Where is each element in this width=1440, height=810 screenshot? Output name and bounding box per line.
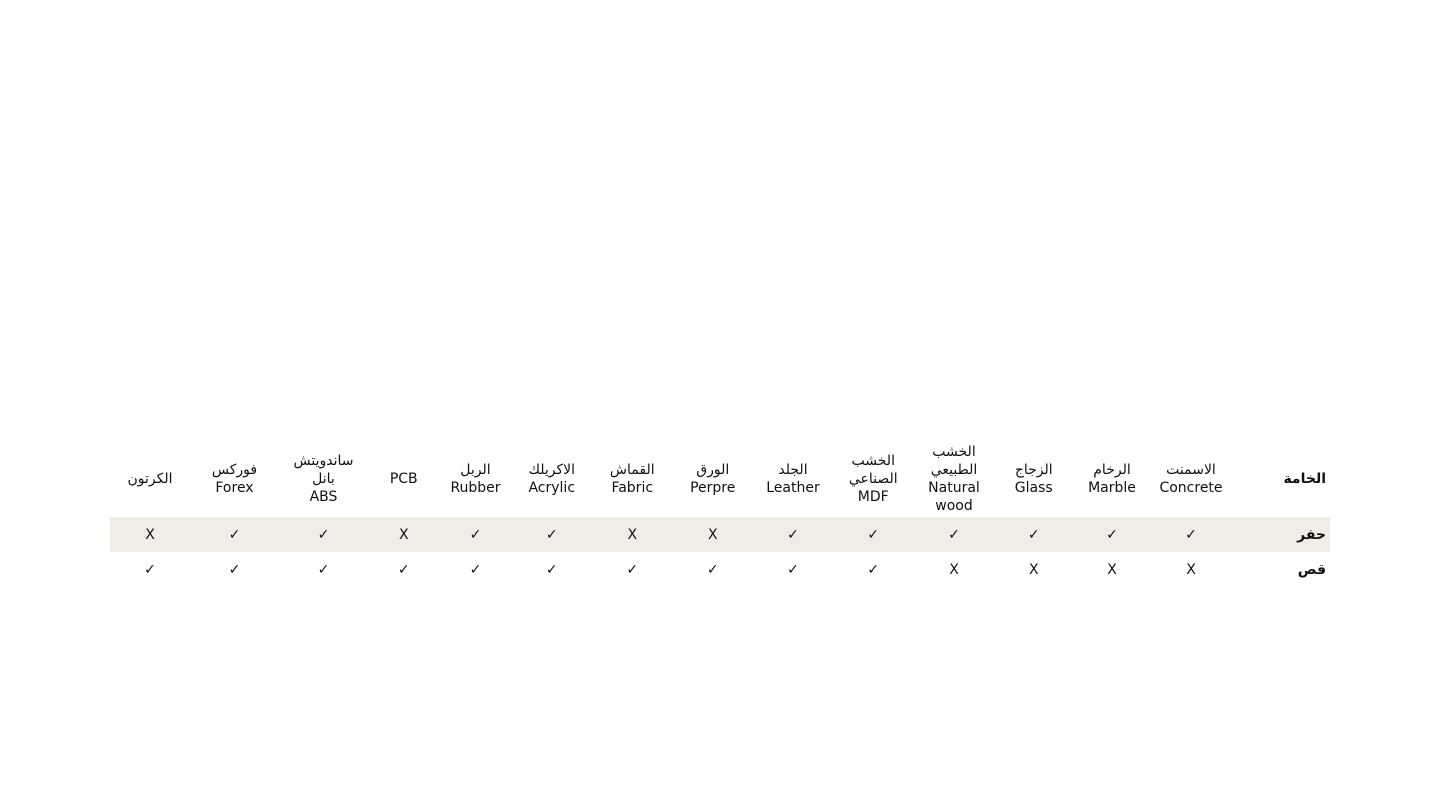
header-text: الخشب الطبيعي — [930, 443, 978, 478]
column-header: القماش Fabric — [592, 440, 673, 517]
cell: ✓ — [228, 561, 241, 578]
cell: ✓ — [190, 517, 279, 552]
header-text: الاكريلك — [528, 461, 576, 478]
header-text: الربل — [460, 461, 491, 478]
header-text: الاسمنت — [1166, 461, 1216, 478]
header-text: Leather — [766, 479, 820, 496]
cell: ✓ — [833, 517, 914, 552]
column-header: الكرتون — [110, 440, 190, 517]
column-header: الزجاج Glass — [995, 440, 1074, 517]
cell: ✓ — [994, 517, 1073, 552]
header-text: Fabric — [611, 479, 654, 496]
header-text: MDF — [857, 488, 889, 505]
header-text: فوركس — [211, 461, 258, 478]
column-header: الجلد Leather — [753, 440, 833, 517]
cell: ✓ — [469, 561, 482, 578]
table-row: حفر ✓ ✓ ✓ ✓ ✓ ✓ X X ✓ ✓ X ✓ ✓ X — [110, 517, 1330, 552]
column-header: فوركس Forex — [190, 440, 279, 517]
table-row: قص X X X X ✓ ✓ ✓ ✓ ✓ ✓ ✓ ✓ ✓ ✓ — [110, 552, 1330, 587]
cell: ✓ — [439, 517, 512, 552]
column-header: الورق Perpre — [673, 440, 754, 517]
cell: ✓ — [867, 561, 880, 578]
cell: X — [1107, 561, 1117, 578]
cell: X — [949, 561, 959, 578]
cell: ✓ — [787, 561, 799, 578]
header-text: الكرتون — [127, 470, 173, 487]
cell: ✓ — [626, 561, 639, 578]
header-text: الجلد — [778, 461, 808, 478]
header-text: القماش — [609, 461, 655, 478]
column-header: الاكريلك Acrylic — [512, 440, 593, 517]
cell: ✓ — [753, 517, 833, 552]
header-text: Perpre — [690, 479, 736, 496]
cell: ✓ — [279, 517, 368, 552]
header-text: الرخام — [1093, 461, 1131, 478]
cell: X — [110, 517, 190, 552]
column-header: الرخام Marble — [1073, 440, 1151, 517]
column-header: الاسمنت Concrete — [1151, 440, 1231, 517]
cell: ✓ — [511, 517, 592, 552]
cell: X — [592, 517, 673, 552]
header-text: Concrete — [1159, 479, 1223, 496]
header-text: Natural wood — [928, 479, 980, 514]
cell: X — [368, 517, 440, 552]
header-text: Rubber — [450, 479, 501, 496]
row-label: حفر — [1231, 517, 1330, 552]
column-header: PCB — [368, 440, 440, 517]
header-text: Marble — [1088, 479, 1136, 496]
header-text: الورق — [696, 461, 730, 478]
cell: X — [672, 517, 753, 552]
row-label: قص — [1297, 561, 1326, 578]
cell: ✓ — [913, 517, 995, 552]
cell: ✓ — [397, 561, 410, 578]
header-text: الخشب الصناعي — [848, 452, 898, 487]
header-text: الخامة — [1283, 470, 1326, 487]
column-header: الربل Rubber — [440, 440, 512, 517]
header-text: Acrylic — [528, 479, 576, 496]
cell: X — [1186, 561, 1196, 578]
cell: ✓ — [545, 561, 558, 578]
column-header: الخشب الطبيعي Natural wood — [914, 440, 995, 517]
cell: ✓ — [317, 561, 330, 578]
header-row: الخامة الاسمنت Concrete الرخام Marble الزجاج G… — [110, 440, 1330, 517]
column-header: ساندويتش بانل ABS — [279, 440, 368, 517]
header-text: ABS — [309, 488, 338, 505]
header-text: Forex — [215, 479, 254, 496]
header-text: ساندويتش بانل — [293, 452, 354, 487]
cell: ✓ — [1151, 517, 1231, 552]
cell: ✓ — [1073, 517, 1151, 552]
header-text: PCB — [389, 470, 418, 487]
column-header: الخامة — [1231, 440, 1330, 517]
header-text: الزجاج — [1014, 461, 1053, 478]
header-text: Glass — [1014, 479, 1053, 496]
cell: ✓ — [706, 561, 719, 578]
column-header: الخشب الصناعي MDF — [833, 440, 914, 517]
cell: ✓ — [144, 561, 156, 578]
materials-table: الخامة الاسمنت Concrete الرخام Marble الزجاج G… — [110, 440, 1330, 587]
cell: X — [1028, 561, 1039, 578]
